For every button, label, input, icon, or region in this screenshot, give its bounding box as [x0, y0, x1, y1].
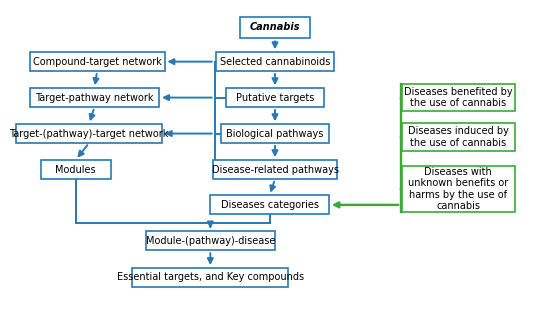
- FancyBboxPatch shape: [30, 52, 164, 71]
- FancyBboxPatch shape: [402, 123, 515, 151]
- Text: Biological pathways: Biological pathways: [226, 128, 324, 139]
- FancyBboxPatch shape: [402, 84, 515, 111]
- Text: Diseases induced by
the use of cannabis: Diseases induced by the use of cannabis: [408, 126, 509, 148]
- Text: Putative targets: Putative targets: [236, 93, 314, 103]
- Text: Essential targets, and Key compounds: Essential targets, and Key compounds: [117, 272, 304, 282]
- FancyBboxPatch shape: [213, 160, 337, 179]
- Text: Diseases with
unknown benefits or
harms by the use of
cannabis: Diseases with unknown benefits or harms …: [408, 167, 508, 211]
- FancyBboxPatch shape: [216, 52, 334, 71]
- Text: Target-(pathway)-target network: Target-(pathway)-target network: [9, 128, 169, 139]
- Text: Module-(pathway)-disease: Module-(pathway)-disease: [146, 236, 275, 246]
- Text: Diseases categories: Diseases categories: [221, 200, 318, 210]
- FancyBboxPatch shape: [132, 268, 289, 287]
- Text: Selected cannabinoids: Selected cannabinoids: [220, 57, 330, 67]
- FancyBboxPatch shape: [402, 166, 515, 212]
- FancyBboxPatch shape: [227, 88, 323, 107]
- Text: Disease-related pathways: Disease-related pathways: [212, 165, 338, 174]
- FancyBboxPatch shape: [16, 124, 162, 143]
- FancyBboxPatch shape: [240, 16, 310, 39]
- FancyBboxPatch shape: [221, 124, 329, 143]
- Text: Modules: Modules: [55, 165, 96, 174]
- FancyBboxPatch shape: [210, 195, 329, 214]
- Text: Cannabis: Cannabis: [250, 22, 300, 32]
- FancyBboxPatch shape: [30, 88, 159, 107]
- Text: Compound-target network: Compound-target network: [32, 57, 162, 67]
- Text: Diseases benefited by
the use of cannabis: Diseases benefited by the use of cannabi…: [404, 87, 513, 109]
- Text: Target-pathway network: Target-pathway network: [35, 93, 153, 103]
- FancyBboxPatch shape: [41, 160, 111, 179]
- FancyBboxPatch shape: [146, 231, 275, 250]
